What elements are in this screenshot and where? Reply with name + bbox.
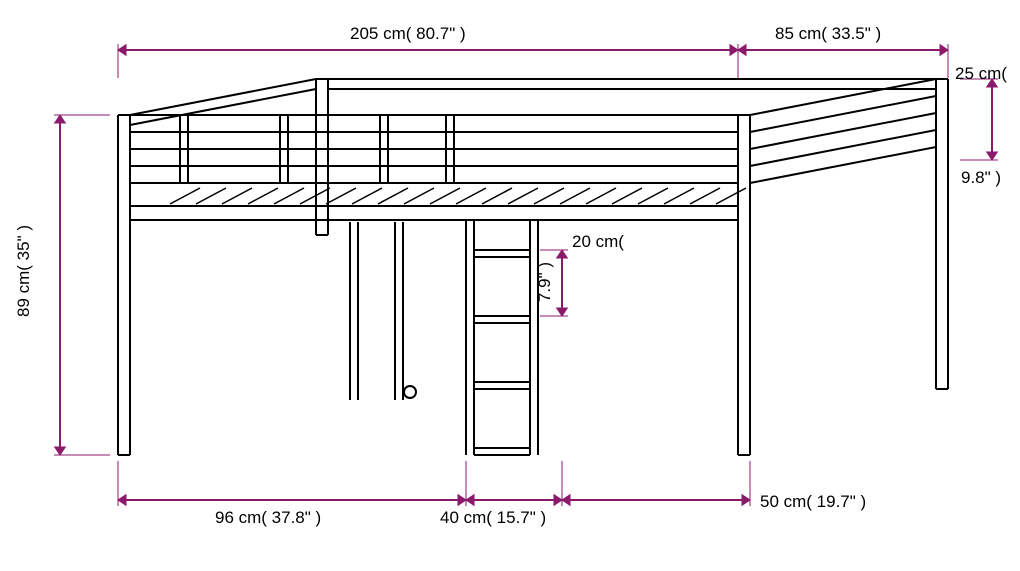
dim-ladder-span: 40 cm( 15.7" ) (440, 508, 546, 528)
dim-right-span: 50 cm( 19.7" ) (760, 492, 866, 512)
dim-total-height: 89 cm( 35" ) (14, 225, 34, 317)
dim-ladder-rung-top: 20 cm( (572, 232, 624, 252)
dim-rail-height-top: 25 cm( (955, 64, 1007, 84)
dim-total-length: 205 cm( 80.7" ) (350, 24, 466, 44)
dim-width: 85 cm( 33.5" ) (775, 24, 881, 44)
dim-ladder-rung-bot: 7.9" ) (535, 262, 555, 302)
technical-drawing (0, 0, 1020, 571)
dim-left-span: 96 cm( 37.8" ) (215, 508, 321, 528)
dim-rail-height-bot: 9.8" ) (961, 168, 1001, 188)
